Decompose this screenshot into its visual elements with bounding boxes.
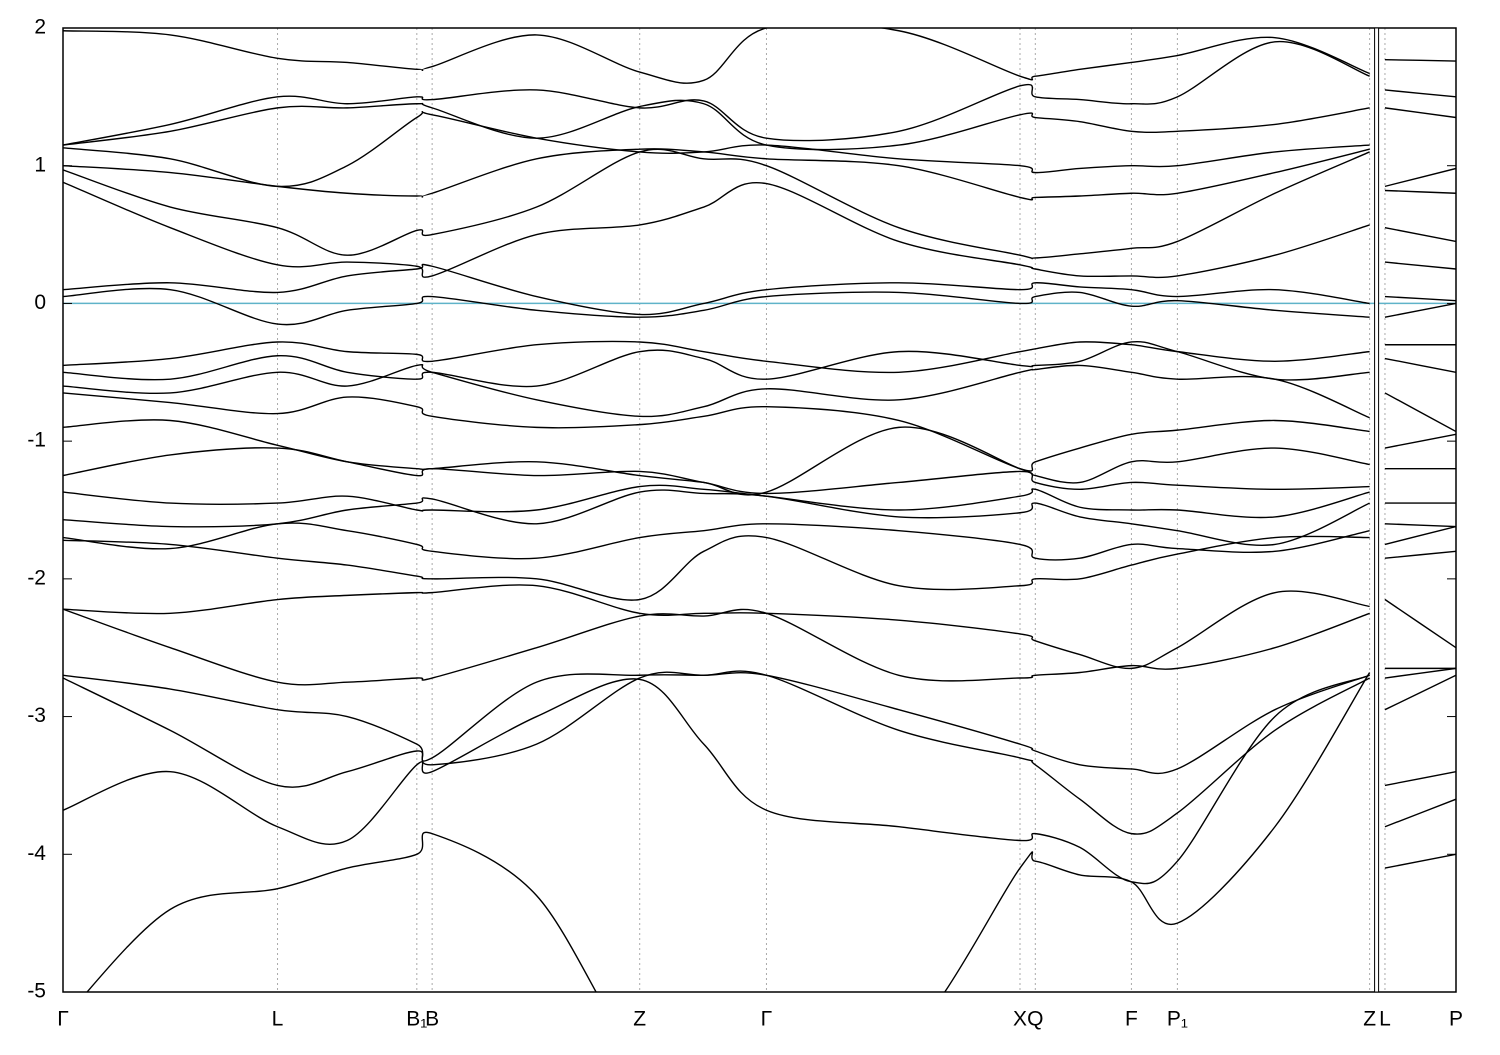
- band-line: [63, 340, 1456, 374]
- band-line: [63, 672, 1456, 775]
- band-line: [63, 287, 1456, 326]
- y-tick-label: -2: [27, 566, 46, 589]
- band-line: [63, 484, 1456, 528]
- band-line: [63, 40, 1456, 146]
- x-tick-label: P₁: [1167, 1008, 1188, 1031]
- x-tick-label: B: [425, 1008, 439, 1031]
- y-tick-label: -1: [27, 429, 46, 452]
- y-tick-label: 1: [34, 153, 46, 176]
- x-tick-label: P: [1449, 1008, 1463, 1031]
- band-line: [63, 148, 1456, 201]
- band-line: [63, 28, 1456, 84]
- band-line: [63, 670, 1456, 835]
- band-line: [63, 489, 1456, 546]
- y-tick-label: -5: [27, 980, 46, 1003]
- x-tick-label: X: [1013, 1008, 1027, 1031]
- x-tick-label: F: [1125, 1008, 1138, 1031]
- band-line: [86, 672, 1456, 992]
- band-line: [63, 363, 1456, 433]
- band-line: [63, 608, 1456, 686]
- band-line: [63, 584, 1456, 670]
- x-tick-label: Z: [633, 1008, 646, 1031]
- band-line: [63, 535, 1456, 649]
- band-layer: [63, 28, 1456, 992]
- band-line: [63, 392, 1456, 472]
- band-line: [63, 148, 1456, 260]
- band-line: [63, 419, 1456, 496]
- band-line: [63, 110, 1456, 188]
- x-tick-label: Γ: [761, 1008, 773, 1031]
- band-line: [63, 181, 1456, 279]
- band-line: [63, 340, 1456, 388]
- x-tick-label: Q: [1027, 1008, 1043, 1031]
- grid-layer: [62, 28, 1457, 992]
- band-line: [63, 99, 1456, 151]
- band-line: [63, 263, 1456, 316]
- band-line: [63, 674, 1456, 885]
- x-tick-label: Γ: [57, 1008, 69, 1031]
- y-tick-label: -4: [27, 842, 46, 865]
- plot-frame: [62, 27, 1457, 993]
- x-tick-label: L: [272, 1008, 284, 1031]
- band-line: [63, 447, 1456, 504]
- y-tick-label: 0: [34, 291, 46, 314]
- x-tick-label: Z: [1363, 1008, 1376, 1031]
- x-tick-label: L: [1379, 1008, 1391, 1031]
- band-line: [63, 522, 1456, 561]
- y-tick-label: -3: [27, 704, 46, 727]
- y-tick-label: 2: [34, 16, 46, 39]
- x-tick-label: B₁: [406, 1008, 427, 1031]
- segment-break: [1374, 27, 1380, 993]
